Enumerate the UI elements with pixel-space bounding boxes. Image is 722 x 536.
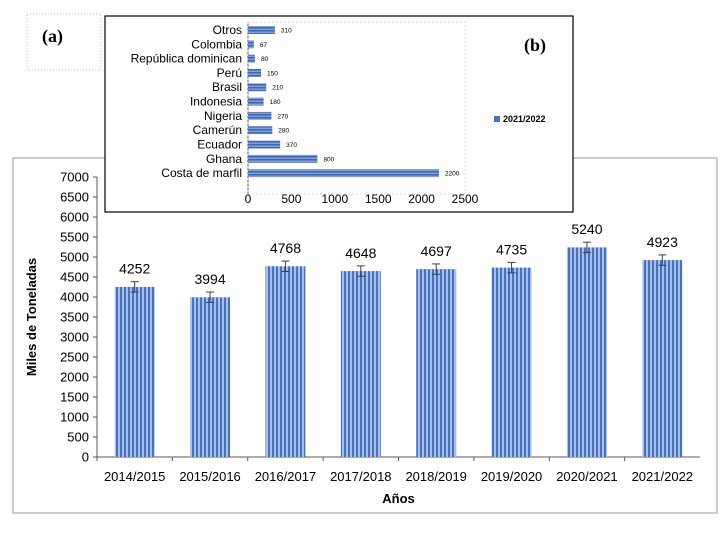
x-tick-label: 2019/2020	[481, 469, 542, 484]
y-tick-label: 1000	[60, 410, 89, 425]
y-tick-label: 3000	[60, 330, 89, 345]
inset-bar-Ghana	[248, 154, 318, 163]
y-tick-label: 2000	[60, 370, 89, 385]
inset-x-tick-label: 0	[245, 192, 252, 206]
inset-data-label: 210	[272, 85, 283, 92]
legend-label: 2021/2022	[503, 114, 546, 124]
data-label: 3994	[194, 271, 225, 287]
x-tick-label: 2021/2022	[632, 469, 693, 484]
y-tick-label: 3500	[60, 310, 89, 325]
inset-bar-Nigeria	[248, 111, 272, 120]
inset-data-label: 310	[281, 28, 292, 35]
inset-data-label: 370	[286, 142, 297, 149]
inset-chart: Otros 310 Colombia 67 República dominican 80 P…	[131, 21, 546, 206]
inset-category-label: Ghana	[206, 152, 242, 166]
legend-swatch	[494, 116, 500, 122]
inset-category-label: Costa de marfil	[161, 166, 242, 180]
panel-label-a: (a)	[42, 26, 63, 46]
x-axis-title: Años	[382, 491, 415, 506]
y-tick-label: 6500	[60, 190, 89, 205]
inset-data-label: 2200	[445, 171, 460, 178]
bar-2014/2015	[114, 286, 155, 457]
bar-2018/2019	[416, 269, 457, 457]
inset-x-tick-label: 2500	[452, 192, 479, 206]
main-chart: 0500100015002000250030003500400045005000…	[24, 170, 700, 506]
inset-category-label: Indonesia	[190, 95, 242, 109]
y-tick-label: 2500	[60, 350, 89, 365]
x-tick-label: 2020/2021	[556, 469, 617, 484]
x-tick-label: 2017/2018	[330, 469, 391, 484]
bar-2021/2022	[642, 260, 683, 457]
inset-category-label: República dominican	[131, 52, 242, 66]
inset-category-label: Ecuador	[197, 137, 242, 151]
inset-category-label: Camerún	[193, 123, 242, 137]
inset-x-tick-label: 500	[281, 192, 301, 206]
inset-bar-Otros	[248, 26, 275, 34]
panel-label-b: (b)	[524, 35, 546, 55]
y-tick-label: 1500	[60, 390, 89, 405]
inset-category-label: Perú	[217, 66, 242, 80]
inset-data-label: 150	[267, 70, 278, 77]
data-label: 4768	[270, 240, 301, 256]
x-tick-label: 2014/2015	[104, 469, 165, 484]
inset-border	[104, 15, 574, 213]
inset-bar-Colombia	[248, 40, 254, 49]
inset-bar-República dominican	[248, 54, 255, 63]
inset-bar-Ecuador	[248, 140, 281, 149]
y-tick-label: 4500	[60, 270, 89, 285]
x-tick-label: 2018/2019	[405, 469, 466, 484]
y-tick-label: 7000	[60, 170, 89, 185]
inset-category-label: Otros	[213, 23, 242, 37]
inset-category-label: Nigeria	[204, 109, 242, 123]
inset-category-label: Brasil	[212, 80, 242, 94]
inset-data-label: 180	[270, 99, 281, 106]
inset-bar-Indonesia	[248, 97, 264, 106]
label-a-box	[26, 13, 102, 71]
bar-2016/2017	[265, 266, 306, 457]
data-label: 4735	[496, 241, 527, 257]
inset-data-label: 800	[323, 156, 334, 163]
inset-bar-Perú	[248, 69, 262, 77]
inset-data-label: 270	[277, 113, 288, 120]
inset-bar-Camerún	[248, 126, 273, 135]
y-tick-label: 500	[67, 430, 89, 445]
bar-2015/2016	[190, 297, 231, 457]
data-label: 4697	[421, 243, 452, 259]
data-label: 4648	[345, 245, 376, 261]
data-label: 5240	[571, 221, 602, 237]
y-tick-label: 5500	[60, 230, 89, 245]
y-tick-label: 0	[82, 450, 89, 465]
x-tick-label: 2015/2016	[179, 469, 240, 484]
inset-data-label: 67	[260, 42, 268, 49]
bar-2020/2021	[566, 247, 607, 457]
inset-x-tick-label: 1500	[365, 192, 392, 206]
inset-category-label: Colombia	[191, 37, 242, 51]
y-axis-title: Miles de Toneladas	[24, 258, 39, 376]
inset-x-tick-label: 2000	[408, 192, 435, 206]
inset-bar-Costa de marfil	[248, 169, 439, 178]
x-tick-label: 2016/2017	[255, 469, 316, 484]
y-tick-label: 4000	[60, 290, 89, 305]
bar-2017/2018	[340, 271, 381, 457]
inset-bar-Brasil	[248, 83, 267, 92]
data-label: 4923	[647, 234, 678, 250]
inset-plot-border	[247, 21, 466, 195]
bar-2019/2020	[491, 267, 532, 457]
data-label: 4252	[119, 261, 150, 277]
inset-data-label: 280	[278, 128, 289, 135]
y-tick-label: 6000	[60, 210, 89, 225]
y-tick-label: 5000	[60, 250, 89, 265]
inset-x-tick-label: 1000	[321, 192, 348, 206]
inset-data-label: 80	[261, 56, 269, 63]
